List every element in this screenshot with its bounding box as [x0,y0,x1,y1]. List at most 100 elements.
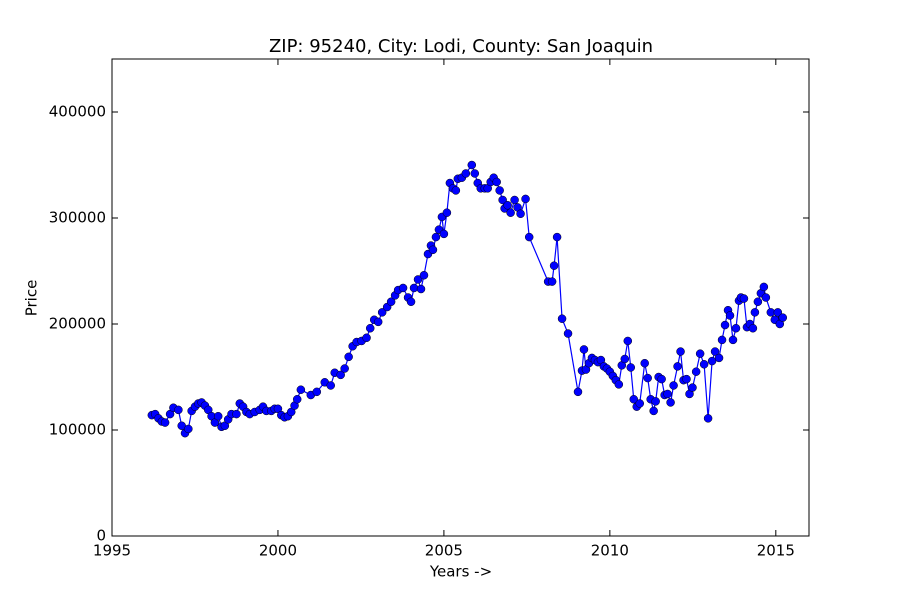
data-point [663,389,672,399]
data-point [552,232,562,242]
data-point [442,208,452,217]
data-point [573,387,583,397]
data-point [703,414,713,423]
data-point [620,354,630,364]
data-point [614,380,624,389]
data-point [748,323,758,333]
chart-title: ZIP: 95240, City: Lodi, County: San Joaq… [269,36,653,57]
data-point [174,405,183,415]
data-point [344,352,353,362]
data-point [651,397,660,406]
data-point [409,283,419,293]
data-point [773,308,783,317]
data-point [431,232,441,242]
data-point [406,297,416,306]
data-point [510,195,519,205]
data-point [312,387,322,397]
data-point [714,353,724,363]
data-point [213,411,223,421]
data-point [640,358,649,368]
data-point [717,335,727,345]
data-point [413,275,423,284]
data-point [428,245,438,255]
data-point [761,293,771,302]
x-tick-label: 2015 [757,542,795,560]
data-point [362,333,371,343]
y-tick-label: 300000 [49,209,106,227]
data-point [623,336,633,346]
data-point [232,409,241,419]
data-point [467,160,477,170]
data-point [160,418,170,427]
x-tick-label: 2010 [591,542,629,560]
x-tick-label: 2005 [425,542,463,560]
data-point [673,362,682,371]
data-point [579,345,589,354]
data-point [506,208,515,217]
data-point [398,283,408,293]
data-point [470,169,480,178]
data-point [753,297,763,306]
data-point [386,297,396,306]
data-point [750,308,760,317]
data-point [373,317,383,327]
data-point [336,370,345,380]
data-point [759,282,769,292]
data-point [707,356,717,366]
data-point [739,294,749,303]
data-point [725,311,735,320]
y-tick-label: 400000 [49,103,106,121]
data-point [524,232,534,242]
data-point [184,424,193,434]
data-point [563,329,573,338]
data-point [296,385,306,394]
data-point [495,186,504,195]
data-point [666,398,675,407]
data-point [688,383,697,392]
data-point [451,186,461,195]
data-point [695,349,705,358]
data-point [492,177,501,187]
data-point [682,374,691,384]
data-point [292,395,302,404]
data-point [669,381,678,390]
data-point [503,201,512,210]
data-point [657,374,666,384]
data-point [377,308,387,317]
data-point [439,229,449,239]
data-point [643,373,652,383]
data-point [557,314,567,323]
data-point [326,381,335,390]
data-point [365,323,375,333]
data-point [416,284,426,294]
y-tick-label: 0 [96,527,106,545]
plot-frame [111,58,810,537]
data-point [649,406,658,416]
data-point [461,169,471,178]
y-tick-label: 100000 [49,421,106,439]
data-point [498,195,507,205]
data-point [728,335,738,345]
y-axis-label: Price [23,280,41,317]
data-point [626,363,636,372]
data-point [699,360,709,369]
data-point [731,323,741,333]
data-point [547,277,557,286]
x-axis-label: Years -> [429,563,492,581]
x-tick-label: 2000 [259,542,297,560]
data-point [720,320,730,330]
data-point [516,209,525,219]
data-point [676,347,685,356]
data-point [629,395,639,404]
data-point [778,313,788,322]
y-tick-label: 200000 [49,315,106,333]
data-point [635,399,644,408]
data-point [521,194,530,204]
data-point [549,261,559,270]
x-tick-label: 1995 [93,542,131,560]
data-point [691,367,701,376]
data-point [710,347,720,356]
data-point [419,270,429,280]
